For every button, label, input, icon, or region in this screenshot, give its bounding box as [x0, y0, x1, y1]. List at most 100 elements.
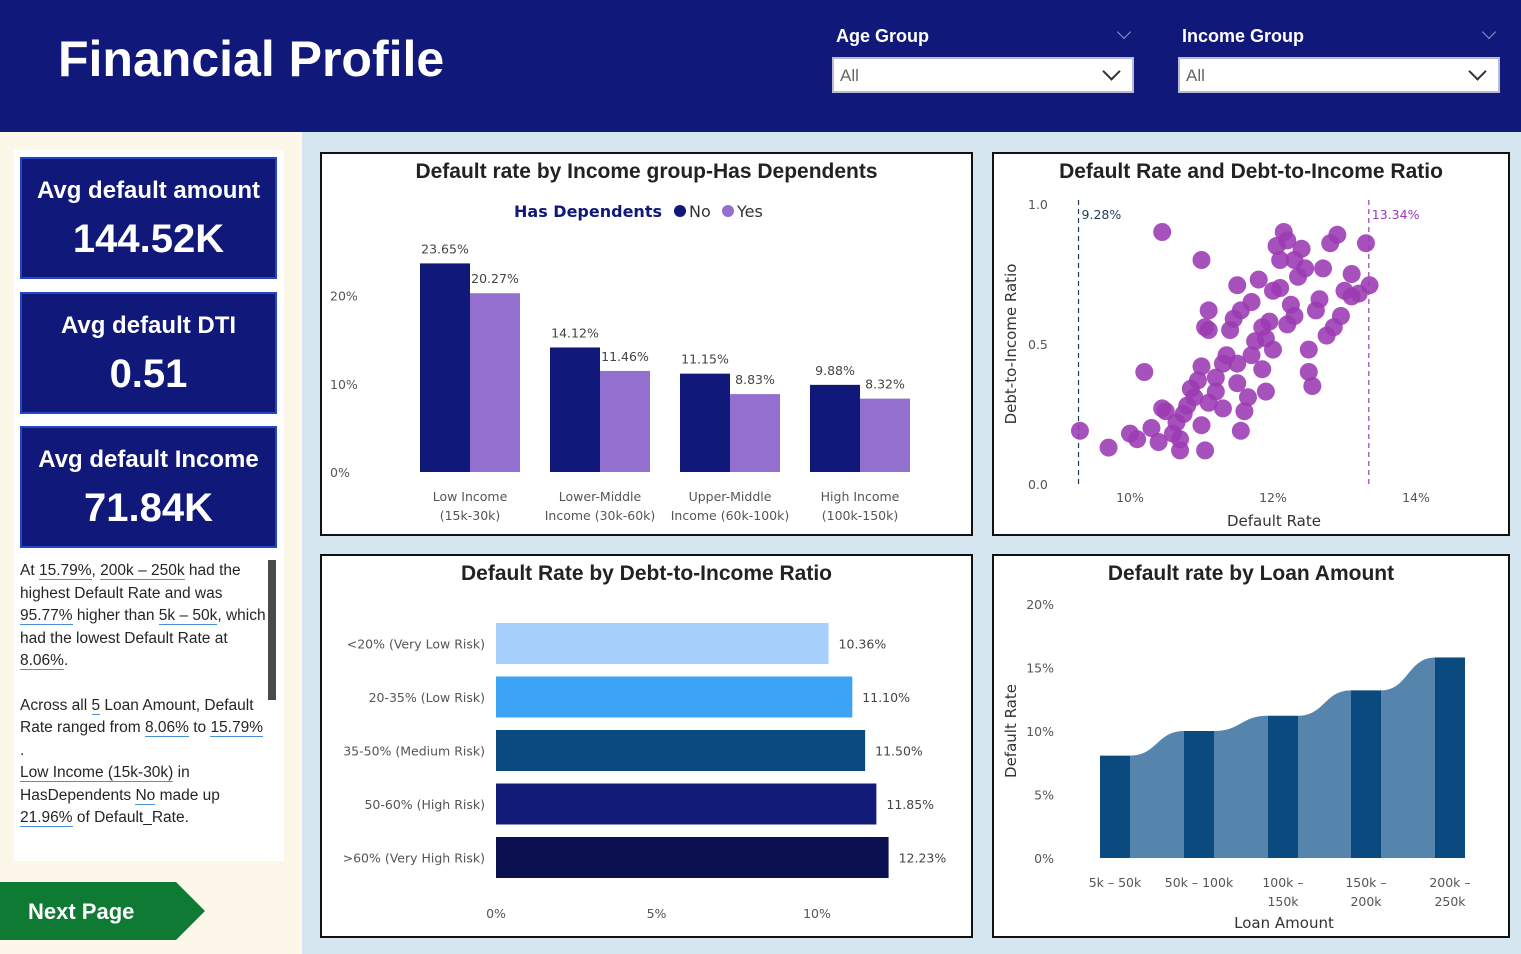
- chart-card-income-dependents: Default rate by Income group-Has Depende…: [320, 152, 973, 536]
- scatter-point: [1099, 438, 1118, 457]
- ribbon: [1298, 690, 1351, 858]
- scatter-point: [1070, 421, 1089, 440]
- scatter-point: [1253, 360, 1272, 379]
- legend-label: No: [689, 202, 711, 221]
- y-tick-label: 35-50% (Medium Risk): [343, 744, 485, 759]
- scatter-point: [1149, 433, 1168, 451]
- y-tick-label: <20% (Very Low Risk): [347, 637, 485, 652]
- narrative-paragraph: Low Income (15k-30k) in HasDependents No…: [20, 764, 220, 827]
- scatter-point: [1314, 259, 1333, 278]
- next-page-label[interactable]: Next Page: [28, 899, 135, 924]
- scatter-point: [1278, 231, 1297, 250]
- scatter-point: [1249, 270, 1268, 289]
- scatter-point: [1153, 223, 1172, 241]
- kpi-label: Avg default DTI: [60, 312, 237, 339]
- scatter-point: [1228, 354, 1247, 373]
- data-label: 12.23%: [899, 851, 947, 866]
- x-tick-label: 200k –: [1429, 875, 1470, 890]
- chevron-down-icon: [1468, 62, 1487, 81]
- income-dependents-bar-chart: 0% 10% 20% Has Dependents No Yes 23.65%20.27% L…: [330, 202, 910, 523]
- bar: [496, 623, 829, 664]
- y-tick-label: 20%: [1026, 597, 1054, 612]
- x-tick-label: 0%: [486, 906, 506, 921]
- narrative-scrollbar[interactable]: [268, 560, 276, 700]
- loan-amount-ribbon-chart: 0% 5% 10% 15% 20% Default Rate Loan Amount 5k –…: [1002, 597, 1471, 932]
- bar: [1100, 755, 1130, 858]
- x-tick-label: Upper-Middle: [689, 489, 772, 504]
- y-tick-label: 0.0: [1028, 477, 1048, 492]
- age-group-slicer-label: Age Group: [836, 26, 929, 46]
- scatter-point: [1299, 340, 1318, 359]
- age-group-value: All: [840, 66, 859, 85]
- bar: [730, 394, 780, 472]
- ribbon: [1381, 657, 1435, 858]
- x-axis-title: Default Rate: [1227, 512, 1321, 530]
- bar: [1351, 690, 1381, 858]
- chart-card-default-dti-scatter: Default Rate and Debt-to-Income Ratio 0.…: [992, 152, 1510, 536]
- scatter-point: [1156, 402, 1175, 421]
- income-group-slicer-label: Income Group: [1182, 26, 1305, 46]
- y-tick-label: 10%: [330, 377, 358, 392]
- income-group-dropdown[interactable]: All: [1178, 57, 1500, 93]
- kpi-value: 144.52K: [72, 217, 225, 261]
- x-tick-label: Lower-Middle: [559, 489, 642, 504]
- x-tick-label: (100k-150k): [822, 508, 898, 523]
- bar: [680, 373, 730, 472]
- bar: [496, 837, 889, 878]
- x-tick-label: 100k –: [1262, 875, 1303, 890]
- scatter-point: [1235, 402, 1254, 421]
- scatter-point: [1342, 265, 1361, 283]
- scatter-point: [1331, 307, 1350, 325]
- scatter-point: [1192, 251, 1211, 269]
- x-tick-label: Income (60k-100k): [671, 508, 789, 523]
- y-tick-label: 5%: [1034, 788, 1054, 803]
- chart-card-dti-bars: Default Rate by Debt-to-Income Ratio <20…: [320, 554, 973, 938]
- next-page-button[interactable]: [0, 882, 206, 940]
- data-label: 11.50%: [875, 744, 923, 759]
- kpi-card-avg-default-amount: Avg default amount 144.52K: [20, 157, 277, 279]
- scatter-point: [1271, 279, 1290, 297]
- kpi-value: 0.51: [109, 352, 188, 396]
- y-tick-label: 0%: [330, 465, 350, 480]
- data-label: 9.88%: [815, 363, 855, 378]
- bar: [810, 384, 860, 472]
- x-tick-label: 150k –: [1345, 875, 1386, 890]
- y-tick-label: 20-35% (Low Risk): [369, 690, 485, 705]
- data-label: 11.46%: [601, 349, 649, 364]
- scatter-point: [1213, 399, 1232, 418]
- x-axis-title: Loan Amount: [1234, 914, 1334, 932]
- x-tick-label: 200k: [1350, 894, 1382, 909]
- narrative-paragraph: At 15.79%, 200k – 250k had the highest D…: [20, 562, 266, 670]
- data-label: 14.12%: [551, 325, 599, 340]
- bar: [1184, 731, 1214, 858]
- scatter-point: [1231, 421, 1250, 440]
- data-label: 11.15%: [681, 352, 729, 367]
- data-label: 11.10%: [862, 690, 910, 705]
- x-tick-label: 12%: [1259, 490, 1287, 505]
- income-group-value: All: [1186, 66, 1205, 85]
- scatter-point: [1260, 312, 1279, 331]
- scatter-point: [1242, 293, 1261, 311]
- scatter-point: [1185, 388, 1204, 407]
- x-tick-label: 5%: [647, 906, 667, 921]
- scatter-point: [1242, 346, 1261, 365]
- x-tick-label: 10%: [1116, 490, 1144, 505]
- x-tick-label: 50k – 100k: [1165, 875, 1234, 890]
- bar: [470, 293, 520, 472]
- dti-horizontal-bar-chart: <20% (Very Low Risk) 10.36% 20-35% (Low Ri…: [343, 623, 947, 921]
- data-label: 20.27%: [471, 271, 519, 286]
- y-tick-label: 15%: [1026, 661, 1054, 676]
- ribbon: [1214, 715, 1268, 858]
- page-title: Financial Profile: [58, 31, 445, 87]
- scatter-point: [1171, 441, 1190, 460]
- scatter-point: [1285, 307, 1304, 325]
- reference-line-label: 13.34%: [1372, 207, 1420, 222]
- y-axis-title: Default Rate: [1002, 684, 1020, 778]
- x-tick-label: 10%: [803, 906, 831, 921]
- age-group-dropdown[interactable]: All: [832, 57, 1134, 93]
- scatter-point: [1196, 441, 1215, 460]
- bar: [600, 370, 650, 472]
- x-tick-label: 5k – 50k: [1089, 875, 1142, 890]
- chart-card-loan-amount: Default rate by Loan Amount 0% 5% 10% 15% 20…: [992, 554, 1510, 938]
- data-label: 8.32%: [865, 377, 905, 392]
